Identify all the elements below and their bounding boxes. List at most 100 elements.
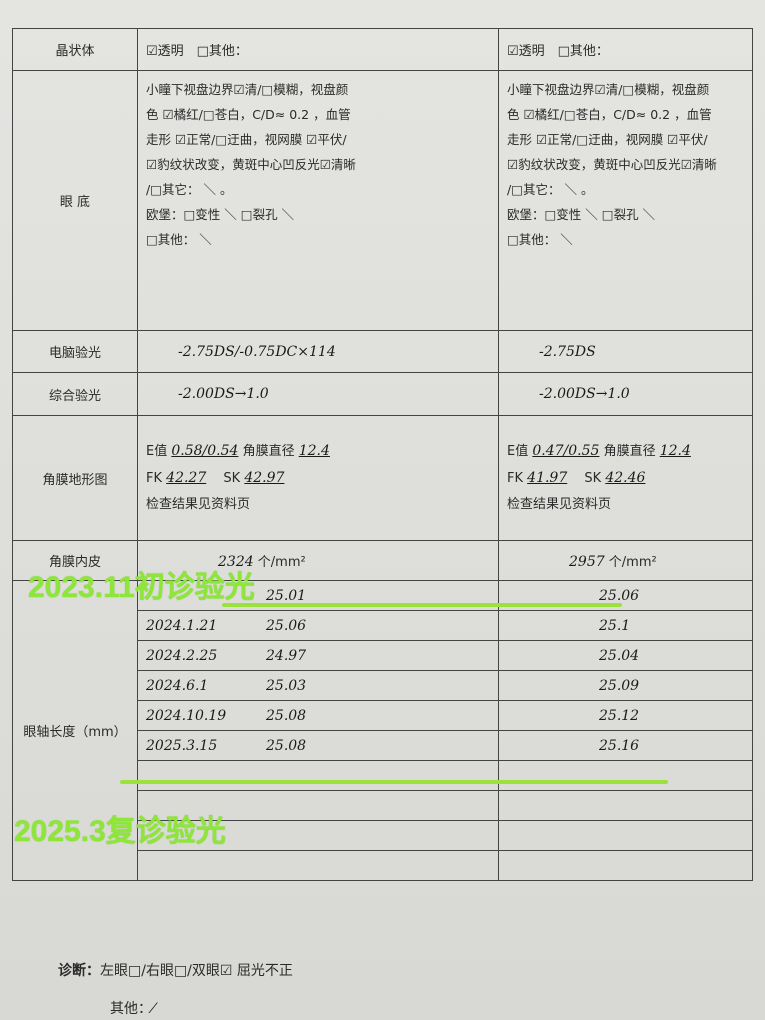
row-subjective-refraction: 综合验光 -2.00DS→1.0 -2.00DS→1.0 [12, 372, 753, 416]
value: 25.1 [599, 617, 631, 634]
left-eye: ☑透明 □其他： [137, 28, 499, 71]
value: 25.01 [266, 587, 307, 604]
fk-value: 42.27 [166, 470, 207, 486]
diagnosis: 诊断：左眼□/右眼□/双眼☑ 屈光不正 [58, 960, 293, 980]
other-label: 其他： [110, 1001, 152, 1017]
date: 2024.10.19 [146, 707, 227, 724]
axial-row: 2025.3.15 25.08 25.16 [13, 730, 753, 761]
label: 眼轴长度（mm） [12, 580, 138, 881]
left-eye: 2025.3.15 25.08 [137, 730, 499, 761]
row-fundus: 眼 底 小瞳下视盘边界☑清/□模糊，视盘颜色 ☑橘红/□苍白，C/D≈ 0.2 … [12, 70, 753, 331]
diameter-value: 12.4 [298, 443, 330, 459]
label: 晶状体 [12, 28, 138, 71]
value: 25.03 [266, 677, 307, 694]
highlight-line [120, 780, 668, 784]
value: 25.16 [599, 737, 640, 754]
line: ☑豹纹状改变，黄斑中心凹反光☑清晰 [507, 157, 717, 172]
left-eye [137, 790, 499, 821]
axial-row: 2024.6.1 25.03 25.09 [13, 670, 753, 701]
line: □其他： ＼ [146, 232, 212, 247]
value: 25.08 [266, 707, 307, 724]
right-eye: E值 0.47/0.55 角膜直径 12.4 FK 41.97 SK 42.46… [498, 415, 753, 541]
label: 眼 底 [12, 70, 138, 331]
axial-row [13, 850, 753, 881]
diagnosis-value: 左眼□/右眼□/双眼☑ 屈光不正 [100, 963, 293, 979]
axial-row [13, 820, 753, 851]
value: 25.06 [266, 617, 307, 634]
highlight-line [222, 603, 622, 607]
value: 24.97 [266, 647, 307, 664]
row-lens: 晶状体 ☑透明 □其他： ☑透明 □其他： [12, 28, 753, 71]
line: /□其它： ＼ 。 [507, 182, 594, 197]
right-eye [498, 820, 753, 851]
unit: 个/mm² [257, 555, 306, 570]
label: 角膜地形图 [12, 415, 138, 541]
line: □其他： ＼ [507, 232, 573, 247]
left-eye [137, 760, 499, 791]
label: 角膜内皮 [12, 540, 138, 581]
diameter-value: 12.4 [659, 443, 691, 459]
left-eye: E值 0.58/0.54 角膜直径 12.4 FK 42.27 SK 42.97… [137, 415, 499, 541]
line: 色 ☑橘红/□苍白，C/D≈ 0.2 ，血管 [507, 107, 712, 122]
left-eye: 2024.2.25 24.97 [137, 640, 499, 671]
axial-row: 2024.2.25 24.97 25.04 [13, 640, 753, 671]
e-label: E值 [146, 444, 168, 459]
left-eye: 2024.6.1 25.03 [137, 670, 499, 701]
right-eye: 25.16 [498, 730, 753, 761]
other: 其他：⁄ [110, 998, 154, 1018]
line: 欧堡：□变性 ＼ □裂孔 ＼ [146, 207, 295, 222]
value: 2324 [218, 554, 254, 570]
right-eye: 25.12 [498, 700, 753, 731]
value: 2957 [569, 554, 605, 570]
row-topography: 角膜地形图 E值 0.58/0.54 角膜直径 12.4 FK 42.27 SK… [12, 415, 753, 541]
left-eye: 小瞳下视盘边界☑清/□模糊，视盘颜色 ☑橘红/□苍白，C/D≈ 0.2 ，血管走… [137, 70, 499, 331]
line: 小瞳下视盘边界☑清/□模糊，视盘颜 [507, 82, 710, 97]
overlay-first-visit: 2023.11初诊验光 [28, 571, 255, 604]
value: 25.08 [266, 737, 307, 754]
left-eye: -2.75DS/-0.75DC×114 [137, 330, 499, 373]
date: 2024.6.1 [146, 677, 209, 694]
left-eye [137, 850, 499, 881]
right-eye [498, 760, 753, 791]
fk-label: FK [146, 471, 163, 486]
right-eye: 25.1 [498, 610, 753, 641]
right-eye: -2.00DS→1.0 [498, 372, 753, 416]
e-value: 0.58/0.54 [171, 443, 239, 459]
date: 2024.1.21 [146, 617, 218, 634]
left-eye [137, 820, 499, 851]
right-eye: ☑透明 □其他： [498, 28, 753, 71]
label: 电脑验光 [12, 330, 138, 373]
fk-label: FK [507, 471, 524, 486]
diagnosis-label: 诊断： [58, 963, 100, 979]
value: 25.06 [599, 587, 640, 604]
e-label: E值 [507, 444, 529, 459]
diameter-label: 角膜直径 [242, 444, 295, 459]
left-eye: 2024.10.19 25.08 [137, 700, 499, 731]
right-eye: 小瞳下视盘边界☑清/□模糊，视盘颜色 ☑橘红/□苍白，C/D≈ 0.2 ，血管走… [498, 70, 753, 331]
exam-table: 晶状体 ☑透明 □其他： ☑透明 □其他： 眼 底 小瞳下视盘边界☑清/□模糊，… [12, 28, 753, 881]
unit: 个/mm² [608, 555, 657, 570]
line: 欧堡：□变性 ＼ □裂孔 ＼ [507, 207, 656, 222]
row-auto-refraction: 电脑验光 -2.75DS/-0.75DC×114 -2.75DS [12, 330, 753, 373]
line: 色 ☑橘红/□苍白，C/D≈ 0.2 ，血管 [146, 107, 351, 122]
left-eye: 2324 个/mm² [137, 540, 499, 581]
axial-row: 2024.1.21 25.06 25.1 [13, 610, 753, 641]
other-value: ⁄ [152, 1001, 155, 1017]
note: 检查结果见资料页 [507, 497, 612, 512]
date: 2025.3.15 [146, 737, 218, 754]
value: 25.12 [599, 707, 640, 724]
axial-row [13, 790, 753, 821]
left-eye: -2.00DS→1.0 [137, 372, 499, 416]
fk-value: 41.97 [527, 470, 568, 486]
note: 检查结果见资料页 [146, 497, 251, 512]
line: 走形 ☑正常/□迂曲，视网膜 ☑平伏/ [146, 132, 347, 147]
line: 走形 ☑正常/□迂曲，视网膜 ☑平伏/ [507, 132, 708, 147]
right-eye: 25.09 [498, 670, 753, 701]
line: /□其它： ＼ 。 [146, 182, 233, 197]
sk-label: SK [223, 471, 241, 486]
diameter-label: 角膜直径 [603, 444, 656, 459]
sk-label: SK [584, 471, 602, 486]
date: 2024.2.25 [146, 647, 218, 664]
line: 小瞳下视盘边界☑清/□模糊，视盘颜 [146, 82, 349, 97]
axial-row [13, 760, 753, 791]
